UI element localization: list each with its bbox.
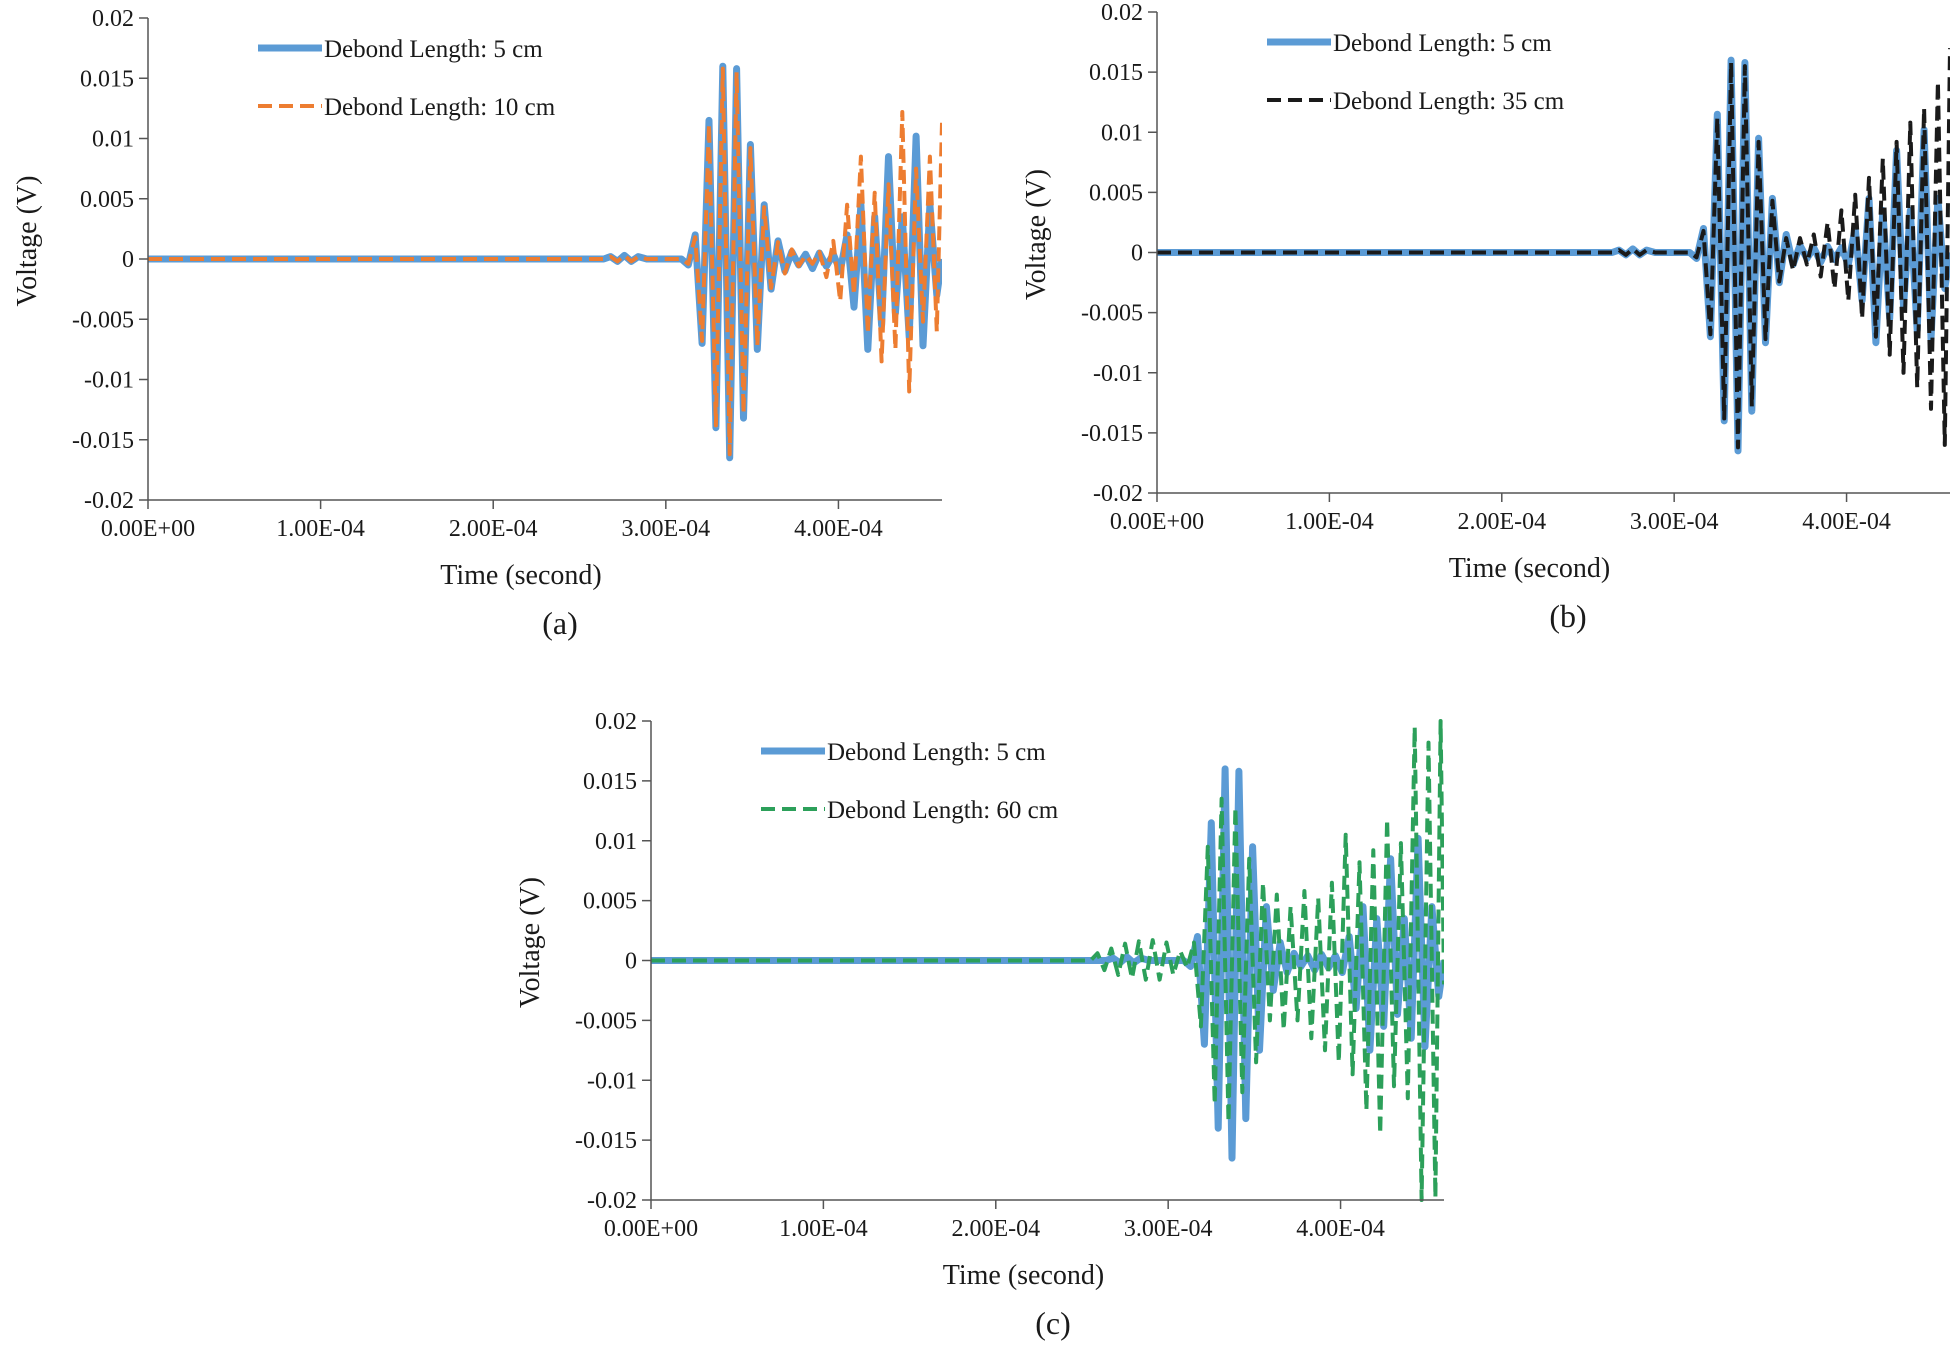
x-tick-label: 0.00E+00 <box>604 1216 698 1242</box>
y-tick-label: 0.02 <box>92 6 134 32</box>
legend-label: Debond Length: 60 cm <box>827 797 1059 824</box>
y-tick-label: 0 <box>1131 241 1143 267</box>
chart-panel-a: 0.02 0.015 0.01 0.005 0 -0.005 -0.01 -0.015 -0.0… <box>12 6 942 641</box>
y-axis-title: Voltage (V) <box>1021 169 1052 300</box>
x-tick-label: 4.00E-04 <box>1296 1216 1385 1242</box>
legend-label: Debond Length: 10 cm <box>324 94 556 121</box>
y-tick-label: -0.01 <box>587 1068 637 1094</box>
y-tick-label: -0.02 <box>1093 481 1143 507</box>
x-tick-label: 4.00E-04 <box>794 516 883 542</box>
series-line-1 <box>651 765 1444 1162</box>
x-tick-label: 2.00E-04 <box>1457 509 1546 535</box>
y-tick-label: 0.01 <box>1101 120 1143 146</box>
legend-item-1: Debond Length: 5 cm <box>258 36 543 63</box>
y-tick-label: 0.015 <box>80 66 134 92</box>
y-tick-label: -0.005 <box>72 307 134 333</box>
y-tick-label: 0.015 <box>583 769 637 795</box>
y-tick-label: -0.005 <box>1081 301 1143 327</box>
legend-item-2: Debond Length: 60 cm <box>761 797 1059 824</box>
chart-panel-c: 0.02 0.015 0.01 0.005 0 -0.005 -0.01 -0.015 -0.0… <box>515 709 1444 1341</box>
y-tick-label: 0.01 <box>92 127 134 153</box>
legend-item-2: Debond Length: 10 cm <box>258 94 556 121</box>
legend-label: Debond Length: 5 cm <box>827 739 1046 766</box>
legend-label: Debond Length: 35 cm <box>1333 88 1565 115</box>
x-tick-label: 2.00E-04 <box>951 1216 1040 1242</box>
y-axis-title: Voltage (V) <box>12 176 43 307</box>
x-tick-label: 2.00E-04 <box>449 516 538 542</box>
legend-label: Debond Length: 5 cm <box>324 36 543 63</box>
x-tick-label: 0.00E+00 <box>101 516 195 542</box>
x-axis-title: Time (second) <box>1449 553 1611 584</box>
x-tick-label: 1.00E-04 <box>1285 509 1374 535</box>
series-group <box>148 62 942 462</box>
y-tick-label: 0 <box>122 247 134 273</box>
x-tick-label: 3.00E-04 <box>621 516 710 542</box>
y-tick-label: 0.01 <box>595 829 637 855</box>
panel-caption: (c) <box>1035 1305 1071 1341</box>
y-tick-label: 0.02 <box>595 709 637 735</box>
series-line-2 <box>148 66 942 457</box>
y-tick-label: -0.015 <box>1081 421 1143 447</box>
x-tick-label: 4.00E-04 <box>1802 509 1891 535</box>
legend-item-1: Debond Length: 5 cm <box>761 739 1046 766</box>
y-tick-label: -0.02 <box>84 488 134 514</box>
y-tick-label: 0.005 <box>1089 180 1143 206</box>
x-tick-label: 3.00E-04 <box>1630 509 1719 535</box>
y-tick-label: -0.005 <box>575 1008 637 1034</box>
y-tick-label: -0.01 <box>84 368 134 394</box>
y-tick-label: 0.005 <box>583 889 637 915</box>
legend-item-1: Debond Length: 5 cm <box>1267 30 1552 57</box>
x-tick-label: 1.00E-04 <box>779 1216 868 1242</box>
y-axis-title: Voltage (V) <box>515 877 546 1008</box>
series-group <box>651 719 1444 1202</box>
y-tick-label: 0.015 <box>1089 60 1143 86</box>
x-axis-title: Time (second) <box>943 1260 1105 1291</box>
y-tick-label: 0.005 <box>80 187 134 213</box>
y-tick-label: -0.015 <box>575 1128 637 1154</box>
x-axis-title: Time (second) <box>440 560 602 591</box>
panel-caption: (a) <box>542 605 578 641</box>
legend-item-2: Debond Length: 35 cm <box>1267 88 1565 115</box>
x-tick-label: 1.00E-04 <box>276 516 365 542</box>
x-tick-label: 0.00E+00 <box>1110 509 1204 535</box>
chart-panel-b: 0.02 0.015 0.01 0.005 0 -0.005 -0.01 -0.015 -0.0… <box>1021 0 1950 634</box>
y-tick-label: -0.015 <box>72 428 134 454</box>
y-tick-label: 0.02 <box>1101 0 1143 26</box>
series-line-2 <box>1157 48 1950 450</box>
legend-label: Debond Length: 5 cm <box>1333 30 1552 57</box>
series-line-2 <box>651 719 1444 1202</box>
panel-caption: (b) <box>1549 598 1586 634</box>
y-tick-label: -0.02 <box>587 1188 637 1214</box>
series-group <box>1157 48 1950 455</box>
y-tick-label: -0.01 <box>1093 361 1143 387</box>
x-tick-label: 3.00E-04 <box>1124 1216 1213 1242</box>
y-tick-label: 0 <box>625 949 637 975</box>
